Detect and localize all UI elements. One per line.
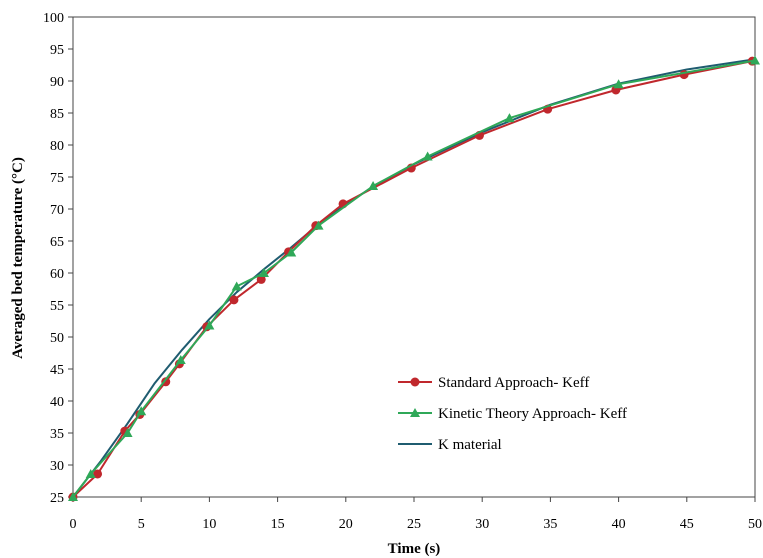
series-1 [68,56,757,502]
legend-entry: Kinetic Theory Approach- Keff [398,406,627,422]
data-point [368,180,379,190]
plot-area [72,16,756,498]
x-axis-title: Time (s) [388,541,441,557]
legend-entry: K material [398,437,502,453]
plot-border [72,16,756,498]
legend-entry: Standard Approach- Keff [398,375,589,391]
x-tick-label: 40 [612,517,626,532]
data-point [231,281,242,291]
data-point [85,468,96,478]
x-tick-label: 5 [138,517,145,532]
data-point [750,55,760,65]
data-point [136,406,147,416]
y-tick-label: 70 [50,203,64,218]
series-3 [72,58,756,498]
x-tick-label: 10 [202,517,216,532]
data-point [286,247,297,257]
y-tick-label: 90 [50,75,64,90]
x-axis-ticks: 0 5 10 15 20 25 30 35 40 45 50 [70,497,762,532]
x-tick-label: 50 [748,517,762,532]
data-point [175,355,186,365]
series-line [72,59,756,498]
y-tick-label: 50 [50,331,64,346]
data-point [93,469,103,479]
x-tick-label: 20 [339,517,353,532]
series-line [72,60,753,498]
y-tick-label: 55 [50,299,64,314]
y-tick-label: 75 [50,171,64,186]
x-tick-label: 15 [271,517,285,532]
y-tick-label: 45 [50,363,64,378]
data-point [229,295,239,305]
data-point [313,220,324,230]
series-line [72,58,756,498]
legend-label: Kinetic Theory Approach- Keff [438,406,627,422]
data-point [161,377,171,387]
x-tick-label: 25 [407,517,421,532]
legend: Standard Approach- Keff Kinetic Theory Ap… [398,375,627,453]
x-tick-label: 45 [680,517,694,532]
x-tick-label: 0 [70,517,77,532]
legend-label: K material [438,437,502,453]
y-axis-ticks: 25 30 35 40 45 50 55 60 65 70 75 80 85 90 95 100 [43,11,73,506]
y-tick-label: 85 [50,107,64,122]
legend-label: Standard Approach- Keff [438,375,589,391]
y-tick-label: 65 [50,235,64,250]
y-tick-label: 80 [50,139,64,154]
data-point [256,274,266,284]
data-point [122,428,133,437]
y-tick-label: 60 [50,267,64,282]
x-tick-label: 30 [475,517,489,532]
series-2 [68,55,760,501]
series-layer [68,55,760,502]
data-point [258,268,269,277]
y-axis-title: Averaged bed temperature (°C) [10,157,26,359]
data-point [68,492,78,501]
y-tick-label: 30 [50,459,64,474]
data-point [204,320,215,330]
legend-marker [410,377,420,387]
y-tick-label: 40 [50,395,64,410]
legend-marker [410,408,420,417]
y-tick-label: 25 [50,491,64,506]
x-tick-label: 35 [543,517,557,532]
data-point [504,113,515,123]
data-point [422,151,433,161]
y-tick-label: 35 [50,427,64,442]
y-tick-label: 100 [43,11,64,26]
data-point [613,79,624,89]
y-tick-label: 95 [50,43,64,58]
